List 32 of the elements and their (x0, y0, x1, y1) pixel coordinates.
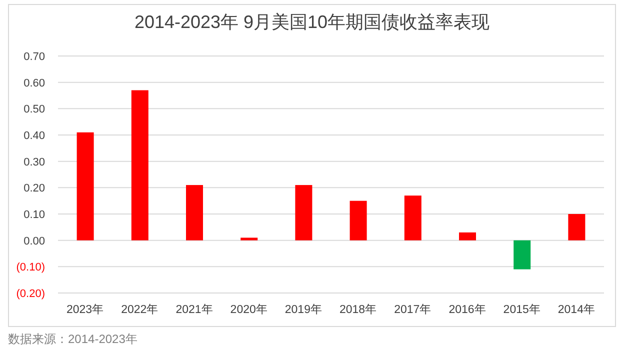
y-tick-label: (0.20) (16, 288, 45, 300)
x-tick-label: 2023年 (66, 303, 104, 316)
bar (568, 214, 586, 240)
x-tick-label: 2014年 (558, 303, 596, 316)
bar (350, 200, 367, 240)
x-tick-label: 2020年 (230, 303, 268, 316)
x-tick-label: 2021年 (176, 303, 214, 316)
y-tick-label: 0.70 (24, 51, 45, 63)
x-tick-label: 2015年 (503, 303, 541, 316)
y-tick-label: 0.40 (24, 130, 45, 142)
x-tick-label: 2018年 (340, 303, 378, 316)
y-tick-label: 0.10 (24, 209, 45, 221)
y-tick-label: 0.60 (24, 77, 45, 90)
source-note: 数据来源：2014-2023年 (8, 332, 138, 346)
y-tick-label: 0.20 (24, 182, 45, 195)
y-tick-label: (0.10) (16, 262, 45, 274)
bar (514, 240, 531, 270)
chart-title: 2014-2023年 9月美国10年期国债收益率表现 (134, 12, 490, 32)
x-tick-label: 2016年 (448, 303, 486, 316)
x-tick-label: 2022年 (121, 303, 159, 316)
y-tick-label: 0.50 (24, 104, 45, 116)
bar (240, 238, 258, 240)
bar (131, 90, 148, 240)
x-tick-label: 2017年 (394, 303, 432, 316)
bar (459, 232, 476, 240)
y-tick-label: 0.30 (24, 156, 45, 168)
y-tick-label: 0.00 (24, 235, 45, 248)
bar (186, 185, 203, 240)
bar (295, 185, 312, 240)
x-tick-label: 2019年 (284, 303, 322, 316)
bar (76, 132, 94, 240)
bar (404, 196, 422, 240)
